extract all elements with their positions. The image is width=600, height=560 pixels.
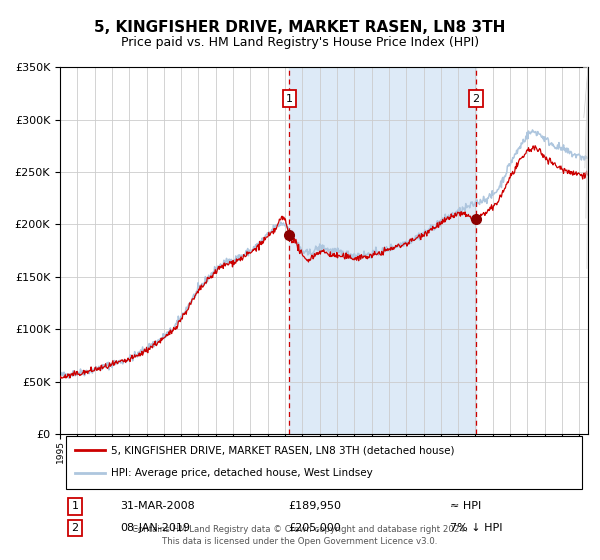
Text: 2: 2 — [71, 523, 79, 533]
Text: 7% ↓ HPI: 7% ↓ HPI — [450, 523, 503, 533]
Text: 2: 2 — [472, 94, 479, 104]
Text: ≈ HPI: ≈ HPI — [450, 501, 481, 511]
Text: 5, KINGFISHER DRIVE, MARKET RASEN, LN8 3TH: 5, KINGFISHER DRIVE, MARKET RASEN, LN8 3… — [94, 20, 506, 35]
Text: 31-MAR-2008: 31-MAR-2008 — [120, 501, 195, 511]
Bar — [289, 67, 476, 434]
Text: £205,000: £205,000 — [288, 523, 341, 533]
Text: 08-JAN-2019: 08-JAN-2019 — [120, 523, 190, 533]
Text: 1: 1 — [286, 94, 293, 104]
Text: HPI: Average price, detached house, West Lindsey: HPI: Average price, detached house, West… — [111, 468, 373, 478]
Text: 1: 1 — [71, 501, 79, 511]
Text: Contains HM Land Registry data © Crown copyright and database right 2024.
This d: Contains HM Land Registry data © Crown c… — [132, 525, 468, 546]
Text: Price paid vs. HM Land Registry's House Price Index (HPI): Price paid vs. HM Land Registry's House … — [121, 36, 479, 49]
Text: £189,950: £189,950 — [288, 501, 341, 511]
Text: 5, KINGFISHER DRIVE, MARKET RASEN, LN8 3TH (detached house): 5, KINGFISHER DRIVE, MARKET RASEN, LN8 3… — [111, 446, 455, 455]
